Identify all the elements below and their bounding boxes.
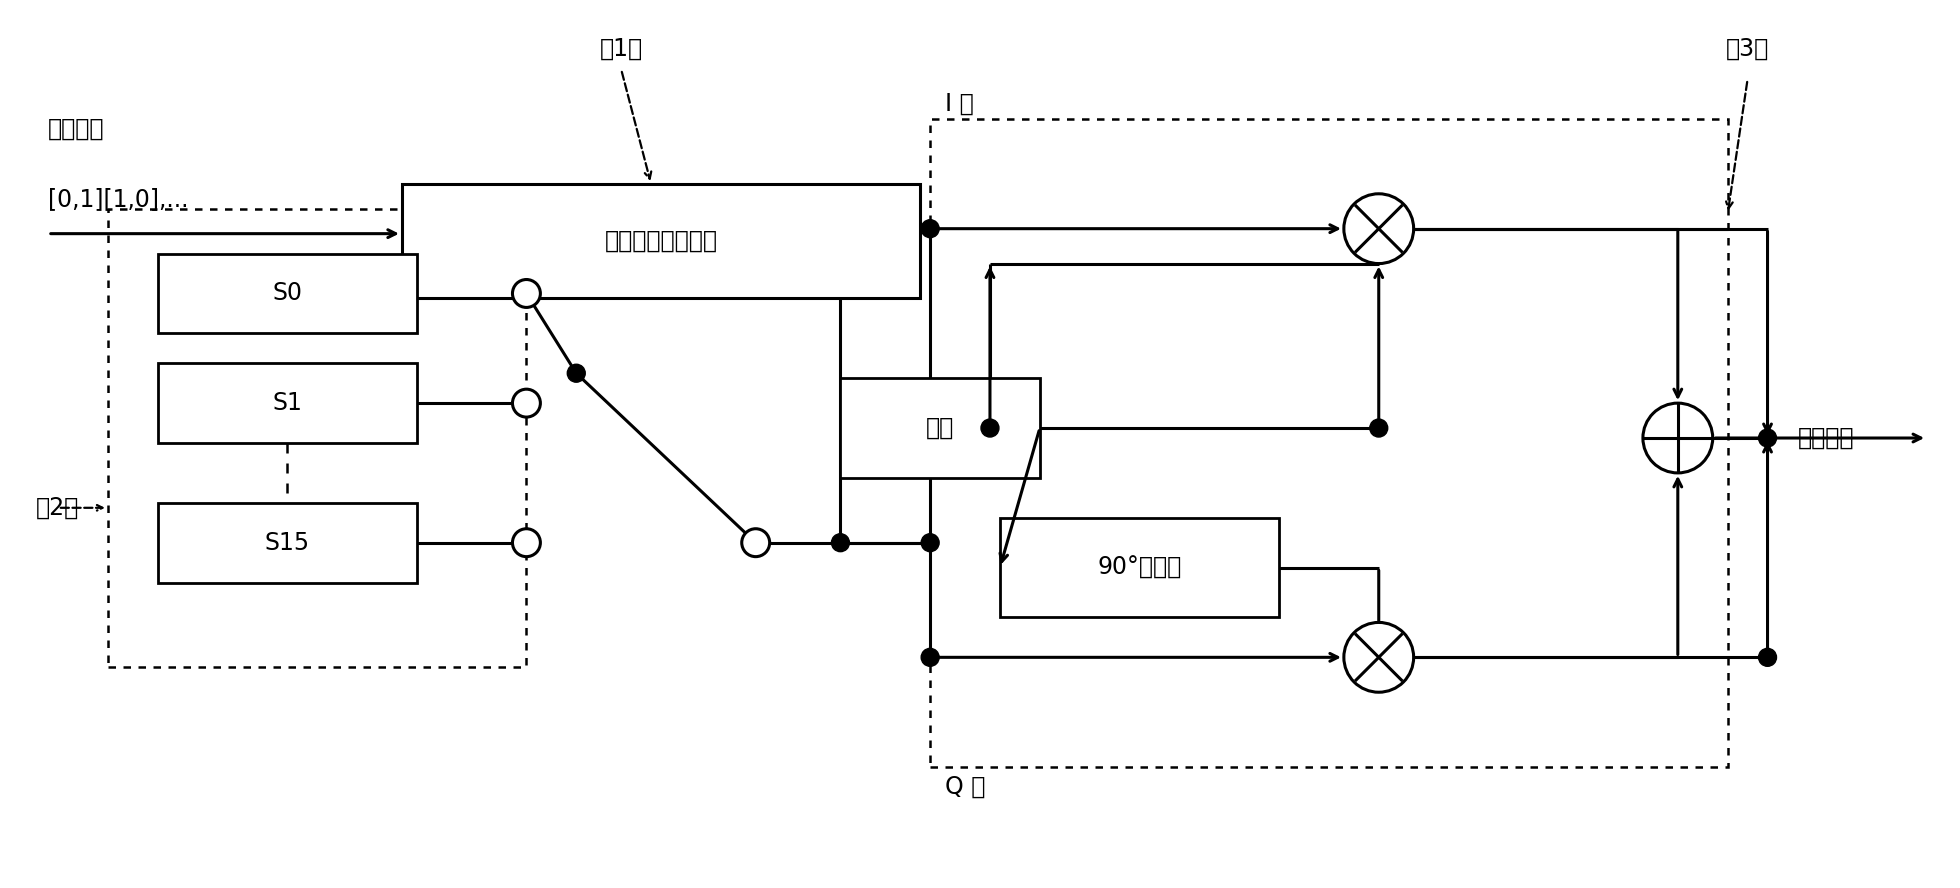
Text: Q 路: Q 路: [945, 775, 986, 799]
Circle shape: [921, 534, 939, 551]
Text: 本振: 本振: [925, 416, 955, 440]
Circle shape: [1370, 419, 1388, 437]
Text: 信号选择逻辑模块: 信号选择逻辑模块: [604, 229, 717, 253]
Text: （1）: （1）: [600, 37, 643, 61]
Text: S1: S1: [272, 391, 302, 415]
Circle shape: [512, 389, 541, 417]
FancyBboxPatch shape: [157, 254, 417, 333]
Circle shape: [982, 419, 1000, 437]
Circle shape: [566, 364, 586, 382]
Circle shape: [831, 534, 849, 551]
Text: I 路: I 路: [945, 92, 974, 116]
Circle shape: [741, 528, 770, 557]
Circle shape: [1642, 403, 1713, 473]
Circle shape: [921, 648, 939, 666]
Text: （2）: （2）: [37, 496, 80, 519]
Text: S0: S0: [272, 281, 302, 305]
Circle shape: [512, 528, 541, 557]
Circle shape: [1345, 194, 1413, 264]
Text: 90°相移器: 90°相移器: [1098, 556, 1182, 580]
Text: 信号输出: 信号输出: [1797, 426, 1854, 450]
FancyBboxPatch shape: [157, 503, 417, 583]
Circle shape: [1758, 429, 1776, 447]
Circle shape: [512, 280, 541, 307]
FancyBboxPatch shape: [402, 184, 919, 298]
Text: S15: S15: [265, 531, 310, 555]
Text: （3）: （3）: [1727, 37, 1770, 61]
Text: [0,1][1,0],...: [0,1][1,0],...: [47, 186, 188, 210]
Text: 数据输入: 数据输入: [47, 117, 104, 141]
FancyBboxPatch shape: [841, 378, 1041, 478]
Circle shape: [921, 219, 939, 238]
Circle shape: [1758, 648, 1776, 666]
FancyBboxPatch shape: [157, 363, 417, 443]
FancyBboxPatch shape: [1000, 518, 1280, 617]
Circle shape: [1345, 622, 1413, 693]
